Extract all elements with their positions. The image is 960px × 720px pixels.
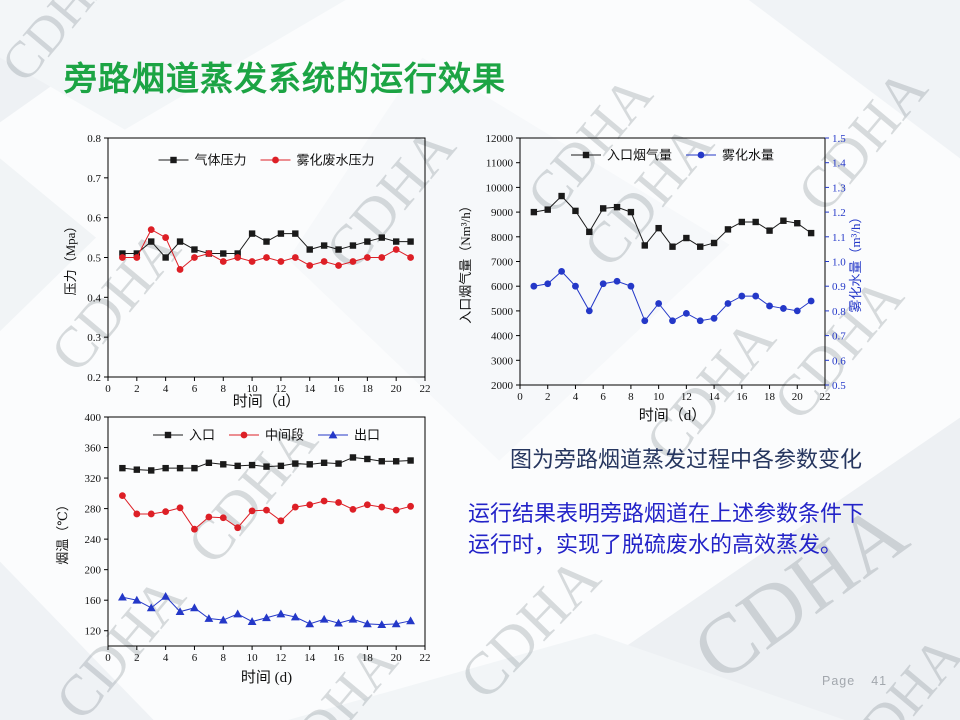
svg-text:360: 360	[85, 443, 102, 455]
svg-text:240: 240	[85, 534, 102, 546]
svg-text:4: 4	[163, 652, 169, 664]
svg-text:时间（d）: 时间（d）	[233, 393, 301, 410]
svg-text:出口: 出口	[354, 428, 380, 443]
svg-text:400: 400	[85, 412, 102, 424]
svg-text:12: 12	[681, 391, 692, 403]
svg-text:0.5: 0.5	[87, 253, 101, 265]
svg-text:16: 16	[736, 391, 748, 403]
svg-text:0: 0	[105, 652, 111, 664]
svg-text:10000: 10000	[486, 182, 514, 194]
svg-text:16: 16	[333, 383, 345, 395]
svg-text:14: 14	[304, 652, 316, 664]
svg-text:入口: 入口	[189, 428, 215, 443]
svg-text:3000: 3000	[491, 355, 514, 367]
svg-text:0.7: 0.7	[832, 331, 846, 343]
page-number: Page 41	[822, 674, 887, 688]
svg-text:280: 280	[85, 504, 102, 516]
svg-text:1.5: 1.5	[832, 133, 846, 145]
svg-text:18: 18	[362, 383, 374, 395]
svg-text:2: 2	[134, 383, 140, 395]
svg-text:6: 6	[192, 383, 198, 395]
svg-text:1.1: 1.1	[832, 232, 846, 244]
svg-text:中间段: 中间段	[265, 428, 304, 443]
svg-text:20: 20	[391, 383, 403, 395]
svg-text:12: 12	[275, 652, 286, 664]
conclusion-text: 运行结果表明旁路烟道在上述参数条件下 运行时，实现了脱硫废水的高效蒸发。	[468, 498, 864, 560]
svg-text:1.0: 1.0	[832, 257, 846, 269]
svg-text:22: 22	[420, 383, 431, 395]
temperature-chart: 0 2 4 6 8 10 12 14 16 18 20 22 120 160 200 240 280 320 360…	[55, 411, 435, 703]
svg-text:10: 10	[653, 391, 665, 403]
svg-text:9000: 9000	[491, 207, 514, 219]
svg-text:雾化水量: 雾化水量	[722, 148, 774, 163]
pressure-chart: 0 2 4 6 8 10 12 14 16 18 20 22 0.2 0.3 0.4 0.5 0.6 0.7 0.8…	[55, 125, 435, 417]
svg-text:0.6: 0.6	[87, 213, 101, 225]
svg-text:时间 (d): 时间 (d)	[241, 669, 292, 686]
svg-text:10: 10	[247, 383, 259, 395]
svg-text:6: 6	[192, 652, 198, 664]
svg-text:入口烟气量（Nm³/h）: 入口烟气量（Nm³/h）	[458, 199, 473, 324]
svg-text:6: 6	[600, 391, 606, 403]
conclusion-line-2: 运行时，实现了脱硫废水的高效蒸发。	[468, 532, 843, 557]
svg-text:1.2: 1.2	[832, 207, 846, 219]
svg-text:0.2: 0.2	[87, 372, 101, 384]
svg-text:雾化废水压力: 雾化废水压力	[297, 153, 375, 168]
svg-text:4: 4	[163, 383, 169, 395]
svg-text:8: 8	[221, 383, 227, 395]
svg-text:压力（Mpa）: 压力（Mpa）	[63, 220, 78, 296]
svg-text:0.6: 0.6	[832, 355, 846, 367]
svg-text:8000: 8000	[491, 232, 514, 244]
svg-text:12000: 12000	[486, 133, 514, 145]
svg-text:2: 2	[545, 391, 551, 403]
svg-text:烟温（℃）: 烟温（℃）	[55, 498, 70, 565]
svg-text:4: 4	[573, 391, 579, 403]
svg-text:0: 0	[105, 383, 111, 395]
svg-text:12: 12	[275, 383, 286, 395]
page-title: 旁路烟道蒸发系统的运行效果	[64, 60, 506, 97]
svg-text:时间（d）: 时间（d）	[639, 407, 707, 424]
svg-text:22: 22	[420, 652, 431, 664]
svg-text:6000: 6000	[491, 281, 514, 293]
svg-text:入口烟气量: 入口烟气量	[607, 148, 672, 163]
svg-text:16: 16	[333, 652, 345, 664]
svg-text:0.8: 0.8	[832, 306, 846, 318]
conclusion-line-1: 运行结果表明旁路烟道在上述参数条件下	[468, 501, 865, 526]
flue-gas-and-water-flow-chart: 0 2 4 6 8 10 12 14 16 18 20 22 2000 3000 4000 5000 6000 7…	[450, 122, 885, 432]
svg-text:1.3: 1.3	[832, 182, 846, 194]
svg-text:10: 10	[247, 652, 259, 664]
svg-text:22: 22	[820, 391, 831, 403]
svg-text:0.7: 0.7	[87, 173, 101, 185]
svg-text:2: 2	[134, 652, 140, 664]
svg-text:18: 18	[362, 652, 374, 664]
svg-text:200: 200	[85, 565, 102, 577]
svg-text:0.9: 0.9	[832, 281, 846, 293]
svg-text:0.4: 0.4	[87, 292, 101, 304]
svg-text:11000: 11000	[486, 158, 514, 170]
svg-text:8: 8	[628, 391, 634, 403]
svg-text:气体压力: 气体压力	[195, 153, 247, 168]
svg-text:雾化水量（m³/h）: 雾化水量（m³/h）	[848, 210, 863, 312]
svg-text:4000: 4000	[491, 331, 514, 343]
svg-text:120: 120	[85, 626, 102, 638]
svg-text:160: 160	[85, 595, 102, 607]
svg-text:0.3: 0.3	[87, 332, 101, 344]
page-label: Page	[822, 674, 856, 688]
figure-caption: 图为旁路烟道蒸发过程中各参数变化	[510, 447, 863, 472]
svg-text:8: 8	[221, 652, 227, 664]
svg-text:5000: 5000	[491, 306, 514, 318]
svg-text:0: 0	[517, 391, 523, 403]
page-value: 41	[871, 674, 888, 688]
svg-text:320: 320	[85, 473, 102, 485]
svg-text:14: 14	[304, 383, 316, 395]
svg-text:1.4: 1.4	[832, 158, 846, 170]
svg-text:0.8: 0.8	[87, 133, 101, 145]
svg-text:0.5: 0.5	[832, 380, 846, 392]
svg-text:14: 14	[709, 391, 721, 403]
svg-text:7000: 7000	[491, 257, 514, 269]
svg-text:18: 18	[764, 391, 776, 403]
svg-text:2000: 2000	[491, 380, 514, 392]
svg-text:20: 20	[792, 391, 804, 403]
svg-text:20: 20	[391, 652, 403, 664]
